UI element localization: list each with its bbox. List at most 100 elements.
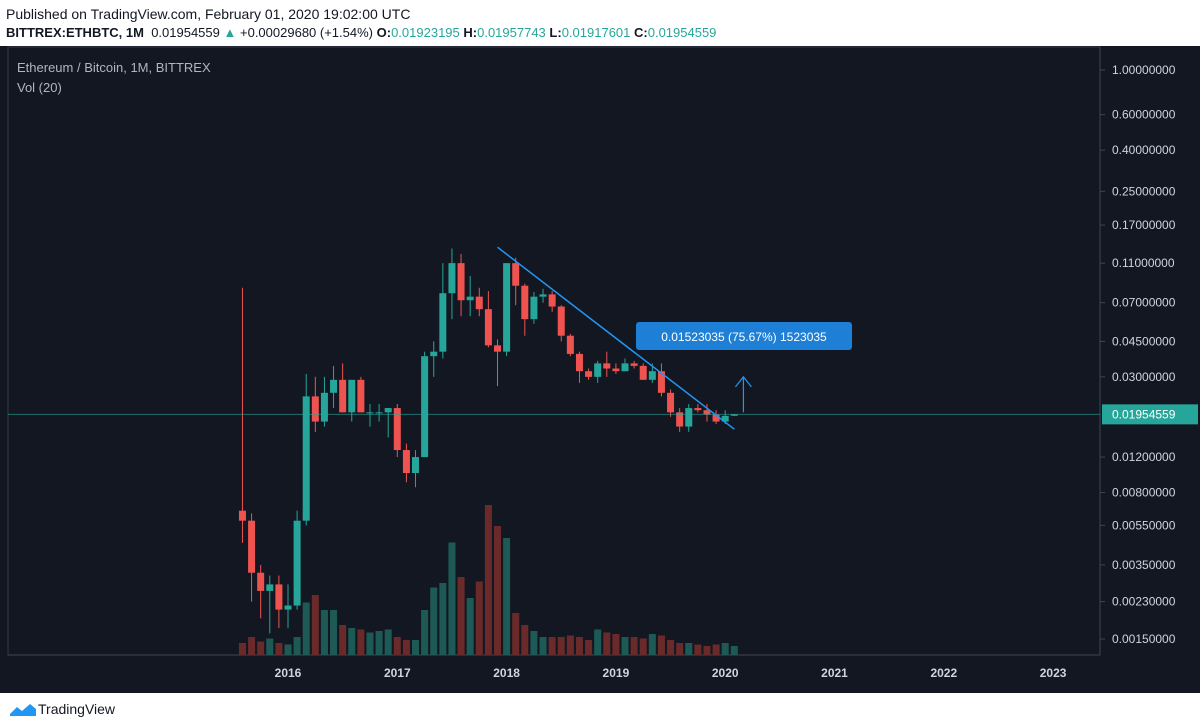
volume-bar <box>466 598 474 655</box>
volume-bar <box>357 629 365 655</box>
symbol-label: BITTREX:ETHBTC, 1M <box>6 25 144 40</box>
volume-bar <box>648 634 656 655</box>
candle-body <box>703 410 711 415</box>
candle-body <box>530 296 538 320</box>
price-tick-label: 0.17000000 <box>1112 218 1176 232</box>
time-tick-label: 2022 <box>930 666 957 680</box>
high-label: H: <box>463 25 478 40</box>
measure-label: 0.01523035 (75.67%) 1523035 <box>661 330 827 344</box>
candle-body <box>238 510 246 521</box>
candle-body <box>384 408 392 413</box>
candle-body <box>466 296 474 301</box>
low-label: L: <box>549 25 562 40</box>
volume-bar <box>412 640 420 655</box>
candle-body <box>475 296 483 310</box>
candle-body <box>512 263 520 286</box>
volume-bar <box>348 628 356 655</box>
candle-body <box>648 371 656 380</box>
candle-body <box>585 371 593 377</box>
volume-bar <box>676 643 684 655</box>
volume-bar <box>521 625 529 655</box>
candle-body <box>320 392 328 422</box>
volume-bar <box>384 629 392 655</box>
volume-bar <box>685 643 693 655</box>
volume-bar <box>557 637 565 655</box>
candle-body <box>257 572 265 591</box>
volume-bar <box>503 538 511 655</box>
candle-body <box>657 371 665 393</box>
candle-body <box>439 293 447 352</box>
candle-body <box>430 351 438 357</box>
candle-body <box>402 450 410 474</box>
candle-body <box>339 379 347 413</box>
candle-body <box>393 408 401 451</box>
price-tick-label: 0.07000000 <box>1112 296 1176 310</box>
candle-body <box>521 285 529 320</box>
volume-bar <box>575 637 583 655</box>
candle-body <box>457 263 465 301</box>
chart-legend-title: Ethereum / Bitcoin, 1M, BITTREX <box>17 60 211 75</box>
measure-label-box <box>636 322 852 350</box>
change-arrow-icon: ▲ <box>223 25 237 40</box>
volume-bar <box>639 638 647 655</box>
candle-body <box>302 396 310 521</box>
footer-bar: TradingView <box>0 693 1200 727</box>
volume-bar <box>603 632 611 655</box>
brand-name[interactable]: TradingView <box>38 701 116 717</box>
candle-body <box>357 379 365 413</box>
volume-bar <box>393 637 401 655</box>
volume-bar <box>302 602 310 655</box>
volume-legend: Vol (20) <box>17 80 62 95</box>
volume-bar <box>730 646 738 655</box>
volume-bar <box>375 631 383 655</box>
price-tick-label: 0.25000000 <box>1112 184 1176 198</box>
candle-body <box>676 412 684 427</box>
candle-body <box>266 584 274 591</box>
candle-body <box>421 356 429 458</box>
time-tick-label: 2020 <box>712 666 739 680</box>
volume-bar <box>457 577 465 655</box>
time-tick-label: 2019 <box>603 666 630 680</box>
volume-bar <box>493 526 501 655</box>
candle-body <box>630 363 638 366</box>
close-value: 0.01954559 <box>647 25 717 40</box>
open-label: O: <box>376 25 392 40</box>
candle-body <box>685 408 693 427</box>
plot-frame <box>7 46 1101 656</box>
volume-bar <box>694 644 702 655</box>
volume-bar <box>293 637 301 655</box>
volume-bar <box>612 634 620 655</box>
volume-bar <box>366 632 374 655</box>
volume-bar <box>448 542 456 655</box>
candle-body <box>575 353 583 372</box>
time-tick-label: 2018 <box>493 666 520 680</box>
candle-body <box>412 457 420 474</box>
candle-body <box>603 363 611 369</box>
candle-body <box>366 412 374 414</box>
volume-bar <box>630 637 638 655</box>
candle-body <box>621 363 629 372</box>
tradingview-logo-icon[interactable] <box>8 700 38 720</box>
header-bar: Published on TradingView.com, February 0… <box>0 0 1200 46</box>
price-tick-label: 0.03000000 <box>1112 370 1176 384</box>
volume-bar <box>594 629 602 655</box>
last-price-tag <box>1102 404 1198 425</box>
volume-bar <box>539 637 547 655</box>
price-tick-label: 0.00150000 <box>1112 632 1176 646</box>
volume-bar <box>266 638 274 655</box>
volume-bar <box>530 631 538 655</box>
volume-bar <box>311 595 319 655</box>
volume-bar <box>566 635 574 655</box>
price-tick-label: 0.11000000 <box>1112 256 1175 270</box>
volume-bar <box>330 610 338 655</box>
candle-body <box>667 392 675 413</box>
downtrend-line <box>497 246 735 430</box>
candle-body <box>493 345 501 352</box>
candle-body <box>721 415 729 422</box>
candle-body <box>311 396 319 422</box>
candle-body <box>348 379 356 413</box>
price-tick-label: 0.00800000 <box>1112 486 1176 500</box>
volume-bar <box>402 640 410 655</box>
volume-bar <box>339 625 347 655</box>
